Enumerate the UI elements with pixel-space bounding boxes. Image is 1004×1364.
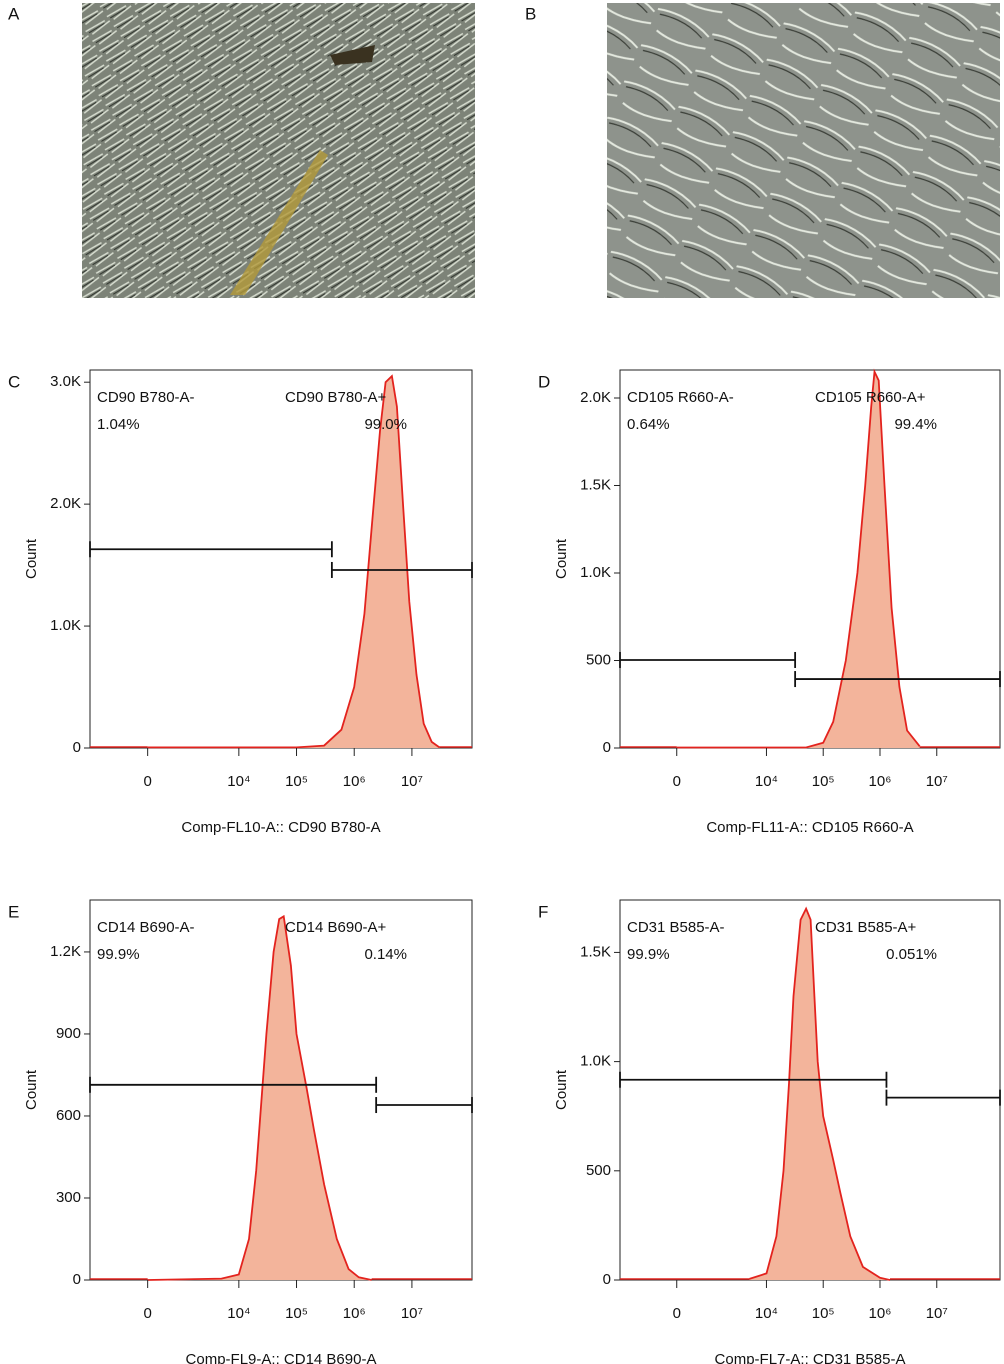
- y-tick-label: 500: [586, 651, 611, 668]
- x-tick-label: 0: [143, 773, 151, 790]
- y-axis-title: Count: [23, 538, 40, 579]
- x-tick-label: 10⁵: [812, 773, 835, 790]
- y-tick-label: 500: [586, 1162, 611, 1179]
- panel-label: C: [8, 372, 20, 391]
- x-tick-label: 10⁷: [926, 773, 948, 790]
- x-axis-title: Comp-FL9-A:: CD14 B690-A: [186, 1351, 377, 1364]
- panel-label: A: [8, 4, 20, 23]
- gate-name: CD31 B585-A-: [627, 919, 725, 936]
- histogram-area: [147, 916, 372, 1280]
- x-tick-label: 10⁴: [755, 1305, 778, 1322]
- gate-name: CD90 B780-A-: [97, 389, 195, 406]
- panel-label: F: [538, 902, 548, 921]
- x-tick-label: 0: [673, 1305, 681, 1322]
- y-tick-label: 1.2K: [50, 943, 81, 960]
- y-tick-label: 1.5K: [580, 943, 611, 960]
- x-tick-label: 10⁴: [227, 773, 250, 790]
- y-tick-label: 2.0K: [50, 495, 81, 512]
- x-axis-title: Comp-FL10-A:: CD90 B780-A: [181, 819, 380, 836]
- y-tick-label: 300: [56, 1189, 81, 1206]
- y-axis-title: Count: [553, 1069, 570, 1110]
- histogram-line: [749, 906, 891, 1281]
- gate-percent: 0.64%: [627, 416, 670, 433]
- y-tick-label: 1.0K: [50, 617, 81, 634]
- y-tick-label: 900: [56, 1025, 81, 1042]
- histogram-area: [147, 376, 440, 748]
- y-tick-label: 0: [603, 739, 611, 756]
- y-axis-title: Count: [553, 538, 570, 579]
- gate-name: CD14 B690-A-: [97, 919, 195, 936]
- y-tick-label: 0: [73, 739, 81, 756]
- panel-label: D: [538, 372, 550, 391]
- gate-name: CD105 R660-A-: [627, 389, 734, 406]
- x-tick-label: 10⁴: [227, 1305, 250, 1322]
- gate-percent: 1.04%: [97, 416, 140, 433]
- x-tick-label: 10⁶: [343, 773, 366, 790]
- panel-label: B: [525, 4, 536, 23]
- x-tick-label: 10⁶: [869, 773, 892, 790]
- gate-percent: 99.9%: [627, 946, 670, 963]
- x-tick-label: 10⁶: [869, 1305, 892, 1322]
- x-tick-label: 10⁷: [401, 1305, 423, 1322]
- y-axis-title: Count: [23, 1069, 40, 1110]
- histogram-line: [676, 368, 921, 749]
- debris: [230, 150, 328, 295]
- x-tick-label: 10⁵: [285, 1305, 308, 1322]
- x-tick-label: 10⁵: [285, 773, 308, 790]
- charts: C01.0K2.0K3.0K0 10⁴ 10⁵ 10⁶ 10⁷Comp-FL10-A::…: [8, 368, 1001, 1364]
- plot-frame: [619, 369, 1001, 749]
- x-tick-label: 10⁶: [343, 1305, 366, 1322]
- gate-percent: 99.0%: [364, 416, 407, 433]
- y-tick-label: 1.0K: [580, 1053, 611, 1070]
- debris: [330, 45, 375, 65]
- panel-label: E: [8, 902, 19, 921]
- y-tick-label: 1.0K: [580, 564, 611, 581]
- y-tick-label: 600: [56, 1107, 81, 1124]
- y-tick-label: 0: [73, 1271, 81, 1288]
- y-tick-label: 2.0K: [580, 389, 611, 406]
- gate-name: CD105 R660-A+: [815, 389, 926, 406]
- histogram-area: [676, 371, 920, 748]
- x-tick-label: 10⁵: [812, 1305, 835, 1322]
- histogram-line: [147, 374, 440, 749]
- x-tick-label: 0: [673, 773, 681, 790]
- x-axis-title: Comp-FL7-A:: CD31 B585-A: [715, 1351, 906, 1364]
- gate-percent: 99.4%: [894, 416, 937, 433]
- histogram-line: [147, 914, 372, 1281]
- micrograph: [82, 3, 475, 298]
- y-tick-label: 3.0K: [50, 373, 81, 390]
- gate-percent: 0.051%: [886, 946, 937, 963]
- y-tick-label: 0: [603, 1271, 611, 1288]
- gate-percent: 0.14%: [364, 946, 407, 963]
- gate-percent: 99.9%: [97, 946, 140, 963]
- x-tick-label: 0: [143, 1305, 151, 1322]
- gate-name: CD90 B780-A+: [285, 389, 387, 406]
- micrograph: [607, 3, 1000, 298]
- gate-name: CD14 B690-A+: [285, 919, 387, 936]
- x-axis-title: Comp-FL11-A:: CD105 R660-A: [706, 819, 913, 836]
- histogram-area: [749, 908, 890, 1280]
- x-tick-label: 10⁷: [926, 1305, 948, 1322]
- x-tick-label: 10⁴: [755, 773, 778, 790]
- gate-name: CD31 B585-A+: [815, 919, 917, 936]
- x-tick-label: 10⁷: [401, 773, 423, 790]
- y-tick-label: 1.5K: [580, 476, 611, 493]
